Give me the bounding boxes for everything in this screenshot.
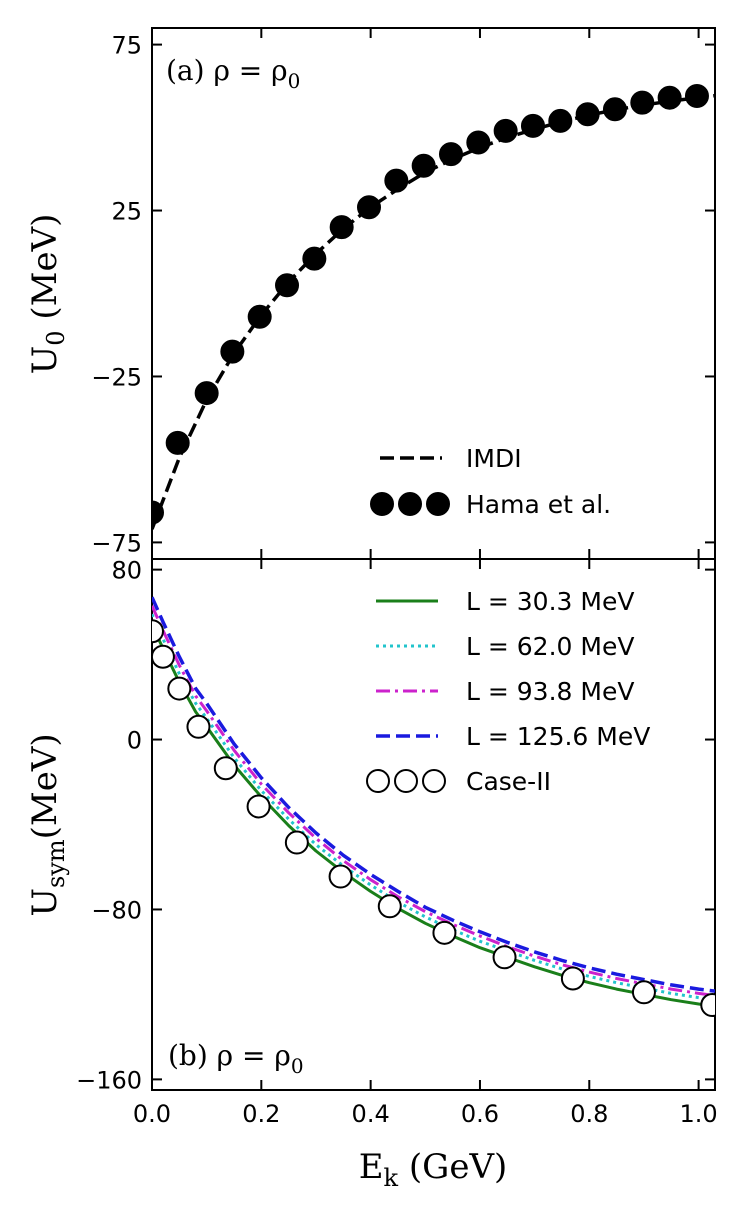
panel-a-frame <box>151 27 716 560</box>
x-tick-label: 0.8 <box>570 1100 608 1128</box>
marker-case-ii <box>700 993 715 1018</box>
legend-label-l-30-3-mev: L = 30.3 MeV <box>466 587 634 616</box>
panel-a-legend: IMDI Hama et al. <box>370 444 611 519</box>
y-tick-label: 80 <box>111 557 142 585</box>
series-markers <box>152 84 709 525</box>
panel-b-series <box>152 596 715 1018</box>
panel-b-ticks: 80 0 −80 −160 0.0 0.2 0.4 0.6 0.8 1.0 <box>76 557 718 1128</box>
marker-hama-et-al <box>548 108 573 133</box>
panel-a-y-axis-label: U0 (MeV) <box>25 214 70 375</box>
legend-label-l-125-6-mev: L = 125.6 MeV <box>466 722 650 751</box>
y-tick-label: −160 <box>76 1066 142 1094</box>
marker-case-ii <box>631 980 656 1005</box>
marker-hama-et-al <box>602 97 627 122</box>
x-tick-label: 0.6 <box>461 1100 499 1128</box>
y-tick-label: −75 <box>91 529 142 557</box>
marker-case-ii <box>152 619 164 644</box>
y-tick-label: 75 <box>111 32 142 60</box>
legend-label-case-ii: Case-II <box>466 767 551 796</box>
series-l-93-8-mev <box>152 605 715 997</box>
marker-case-ii <box>167 676 192 701</box>
marker-hama-et-al <box>275 273 300 298</box>
legend-marker-case-ii <box>366 769 390 793</box>
x-tick-label: 0.4 <box>352 1100 390 1128</box>
panel-a: 75 25 −25 −75 (a) ρ = ρ0 IMDI Hama et al. U0… <box>25 27 716 560</box>
marker-hama-et-al <box>152 500 164 525</box>
marker-hama-et-al <box>411 153 436 178</box>
marker-hama-et-al <box>384 168 409 193</box>
legend-label-imdi: IMDI <box>466 444 522 473</box>
marker-case-ii <box>432 920 457 945</box>
marker-hama-et-al <box>575 102 600 127</box>
marker-hama-et-al <box>466 130 491 155</box>
marker-hama-et-al <box>357 195 382 220</box>
legend-label-hama-et-al: Hama et al. <box>466 490 611 519</box>
marker-case-ii <box>492 945 517 970</box>
marker-hama-et-al <box>630 90 655 115</box>
marker-hama-et-al <box>220 339 245 364</box>
marker-case-ii <box>213 756 238 781</box>
y-tick-label: −80 <box>91 896 142 924</box>
panel-b-legend: L = 30.3 MeV L = 62.0 MeV L = 93.8 MeV L = … <box>366 587 650 796</box>
marker-hama-et-al <box>194 381 219 406</box>
marker-case-ii <box>377 894 402 919</box>
marker-case-ii <box>560 966 585 991</box>
marker-hama-et-al <box>684 84 709 109</box>
x-tick-label: 0.0 <box>133 1100 171 1128</box>
series-l-125-6-mev <box>152 596 715 993</box>
panel-b-y-axis-label: Usym(MeV) <box>25 733 70 916</box>
legend-marker-hama-et-al <box>426 492 450 516</box>
marker-hama-et-al <box>247 304 272 329</box>
marker-hama-et-al <box>165 430 190 455</box>
legend-marker-hama-et-al <box>398 492 422 516</box>
panel-a-series <box>152 84 715 530</box>
x-axis-label: Ek (GeV) <box>359 1147 508 1192</box>
y-tick-label: −25 <box>91 363 142 391</box>
marker-case-ii <box>328 864 353 889</box>
marker-hama-et-al <box>493 118 518 143</box>
panel-a-ticks: 75 25 −25 −75 <box>91 28 715 559</box>
series-markers <box>152 619 715 1018</box>
marker-hama-et-al <box>302 246 327 271</box>
panel-a-annotation: (a) ρ = ρ0 <box>166 54 300 93</box>
x-tick-label: 0.2 <box>242 1100 280 1128</box>
marker-case-ii <box>186 714 211 739</box>
legend-marker-case-ii <box>394 769 418 793</box>
marker-hama-et-al <box>657 85 682 110</box>
marker-case-ii <box>152 644 175 669</box>
panel-b-frame <box>151 558 716 1091</box>
marker-case-ii <box>246 794 271 819</box>
y-tick-label: 25 <box>111 198 142 226</box>
series-l-62-0-mev <box>152 613 715 1002</box>
marker-case-ii <box>284 830 309 855</box>
legend-label-l-62-0-mev: L = 62.0 MeV <box>466 632 634 661</box>
legend-marker-hama-et-al <box>370 492 394 516</box>
x-tick-label: 1.0 <box>680 1100 718 1128</box>
marker-hama-et-al <box>520 113 545 138</box>
y-tick-label: 0 <box>127 727 142 755</box>
panel-b-annotation: (b) ρ = ρ0 <box>168 1039 304 1078</box>
legend-marker-case-ii <box>422 769 446 793</box>
marker-hama-et-al <box>329 215 354 240</box>
legend-label-l-93-8-mev: L = 93.8 MeV <box>466 677 634 706</box>
marker-hama-et-al <box>438 142 463 167</box>
